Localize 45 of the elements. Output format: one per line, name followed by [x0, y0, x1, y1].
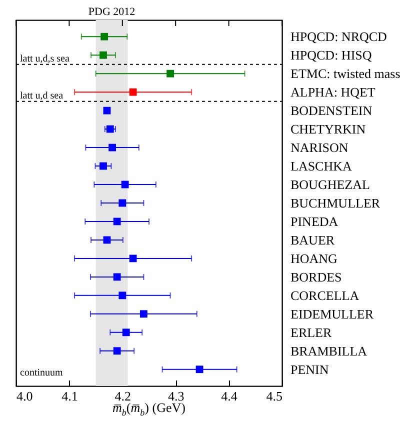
- y-tick-label: ALPHA: HQET: [290, 84, 376, 100]
- y-tick-label: ETMC: twisted mass: [290, 66, 400, 82]
- point: [103, 106, 111, 114]
- point: [129, 88, 137, 96]
- point: [113, 218, 121, 226]
- x-tick-label: 4.5: [266, 388, 282, 404]
- point: [106, 125, 114, 133]
- y-tick-label: PENIN: [290, 362, 330, 377]
- point: [100, 51, 107, 59]
- y-tick-label: LASCHKA: [290, 158, 353, 174]
- point: [100, 32, 108, 40]
- y-tick-label: HPQCD: HISQ: [290, 48, 372, 63]
- y-tick-label: HOANG: [290, 250, 338, 266]
- y-tick-label: BORDES: [290, 269, 342, 284]
- point: [122, 328, 130, 336]
- point: [100, 162, 107, 170]
- point: [118, 199, 126, 207]
- y-tick-label: BRAMBILLA: [290, 343, 368, 358]
- x-tick-label: 4.4: [221, 388, 238, 404]
- y-tick-label: BODENSTEIN: [290, 103, 373, 118]
- y-tick-label: NARISON: [290, 140, 349, 156]
- y-tick-label: CHETYRKIN: [290, 122, 366, 137]
- point: [113, 273, 121, 281]
- point: [196, 366, 204, 374]
- y-tick-label: HPQCD: NRQCD: [290, 29, 387, 44]
- point: [121, 180, 129, 188]
- y-tick-label: BUCHMULLER: [290, 196, 380, 210]
- annotation: latt u,d sea: [20, 90, 64, 102]
- point: [140, 310, 148, 318]
- y-tick-label: PINEDA: [290, 214, 339, 229]
- annotation: continuum: [20, 368, 63, 379]
- band-label: PDG 2012: [88, 6, 136, 18]
- y-tick-label: EIDEMULLER: [290, 306, 374, 322]
- y-tick-label: BAUER: [290, 232, 335, 248]
- y-tick-label: CORCELLA: [290, 288, 360, 303]
- y-tick-label: ERLER: [290, 324, 332, 340]
- point: [118, 292, 126, 300]
- point: [129, 254, 137, 262]
- point: [166, 70, 174, 78]
- x-tick-label: 4.1: [62, 388, 78, 404]
- x-tick-label: 4.0: [16, 388, 33, 404]
- y-tick-label: BOUGHEZAL: [290, 177, 370, 192]
- annotation: latt u,d,s sea: [20, 53, 70, 64]
- point: [113, 347, 121, 355]
- point: [108, 144, 116, 152]
